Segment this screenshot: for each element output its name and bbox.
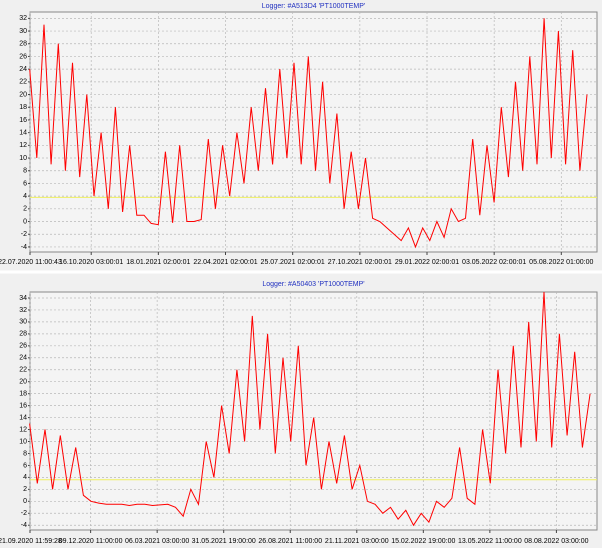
y-tick-label: 0	[23, 218, 27, 225]
y-tick-label: 0	[23, 498, 27, 505]
y-tick-label: 30	[19, 28, 27, 35]
y-tick-label: 2	[23, 206, 27, 213]
x-tick-label: 18.01.2021 02:00:01	[126, 259, 190, 266]
chart-title: Logger: #A513D4 'PT1000TEMP'	[262, 3, 365, 10]
y-tick-label: 18	[19, 104, 27, 111]
x-tick-label: 16.10.2020 03:00:01	[59, 259, 123, 266]
x-tick-label: 15.02.2022 19:00:00	[391, 538, 455, 545]
y-tick-label: 26	[19, 343, 27, 350]
y-tick-label: 20	[19, 91, 27, 98]
x-tick-label: 03.05.2022 02:00:01	[462, 259, 526, 266]
y-tick-label: 24	[19, 66, 27, 73]
x-tick-label: 22.04.2021 02:00:01	[193, 259, 257, 266]
y-tick-label: 24	[19, 355, 27, 362]
y-tick-label: -4	[21, 522, 27, 529]
x-tick-label: 27.10.2021 02:00:01	[328, 259, 392, 266]
x-tick-label: 08.08.2022 03:00:00	[524, 538, 588, 545]
x-tick-label: 22.07.2020 11:00:43	[0, 259, 62, 266]
y-tick-label: 8	[23, 168, 27, 175]
temperature-line	[29, 291, 591, 527]
y-tick-label: 4	[23, 474, 27, 481]
y-tick-label: 32	[19, 307, 27, 314]
y-tick-label: 8	[23, 450, 27, 457]
y-tick-label: 32	[19, 15, 27, 22]
x-tick-label: 25.07.2021 02:00:01	[261, 259, 325, 266]
y-tick-label: 26	[19, 53, 27, 60]
y-tick-label: 14	[19, 129, 27, 136]
y-tick-label: 12	[19, 142, 27, 149]
temperature-line	[29, 18, 588, 249]
y-tick-label: 14	[19, 414, 27, 421]
y-tick-label: -2	[21, 510, 27, 517]
y-tick-label: 28	[19, 41, 27, 48]
y-tick-label: 6	[23, 180, 27, 187]
y-tick-label: 34	[19, 295, 27, 302]
y-tick-label: 22	[19, 367, 27, 374]
x-tick-label: 29.01.2022 02:00:01	[395, 259, 459, 266]
y-tick-label: 6	[23, 462, 27, 469]
y-tick-label: 4	[23, 193, 27, 200]
y-tick-label: 10	[19, 155, 27, 162]
y-tick-label: 28	[19, 331, 27, 338]
chart-title: Logger: #A50403 'PT1000TEMP'	[262, 281, 364, 288]
y-tick-label: -4	[21, 244, 27, 251]
x-tick-label: 21.09.2020 11:59:28	[0, 538, 62, 545]
x-tick-label: 09.12.2020 11:00:00	[59, 538, 123, 545]
x-tick-label: 05.08.2022 01:00:00	[529, 259, 593, 266]
y-tick-label: 30	[19, 319, 27, 326]
y-tick-label: 10	[19, 438, 27, 445]
y-tick-label: 16	[19, 402, 27, 409]
x-tick-label: 26.08.2021 11:00:00	[258, 538, 322, 545]
x-tick-label: 31.05.2021 19:00:00	[192, 538, 256, 545]
x-tick-label: 21.11.2021 03:00:00	[325, 538, 389, 545]
y-tick-label: 12	[19, 426, 27, 433]
y-tick-label: 18	[19, 391, 27, 398]
y-tick-label: -2	[21, 231, 27, 238]
x-tick-label: 13.05.2022 11:00:00	[458, 538, 522, 545]
plot-area	[29, 291, 598, 531]
y-tick-label: 16	[19, 117, 27, 124]
x-tick-label: 06.03.2021 03:00:00	[125, 538, 189, 545]
y-tick-label: 2	[23, 486, 27, 493]
y-tick-label: 20	[19, 379, 27, 386]
y-tick-label: 22	[19, 79, 27, 86]
